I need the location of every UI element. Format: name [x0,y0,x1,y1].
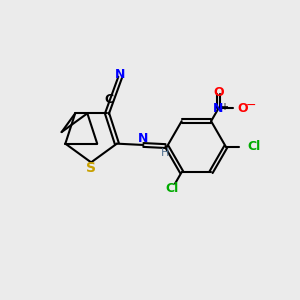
Text: Cl: Cl [247,140,261,153]
Text: N: N [213,102,224,115]
Text: +: + [220,102,228,112]
Text: −: − [246,99,256,112]
Text: N: N [115,68,125,81]
Text: S: S [86,161,96,175]
Text: H: H [161,148,169,158]
Text: O: O [238,102,248,115]
Text: C: C [104,93,114,106]
Text: O: O [213,86,224,99]
Text: Cl: Cl [166,182,179,195]
Text: N: N [138,132,148,145]
